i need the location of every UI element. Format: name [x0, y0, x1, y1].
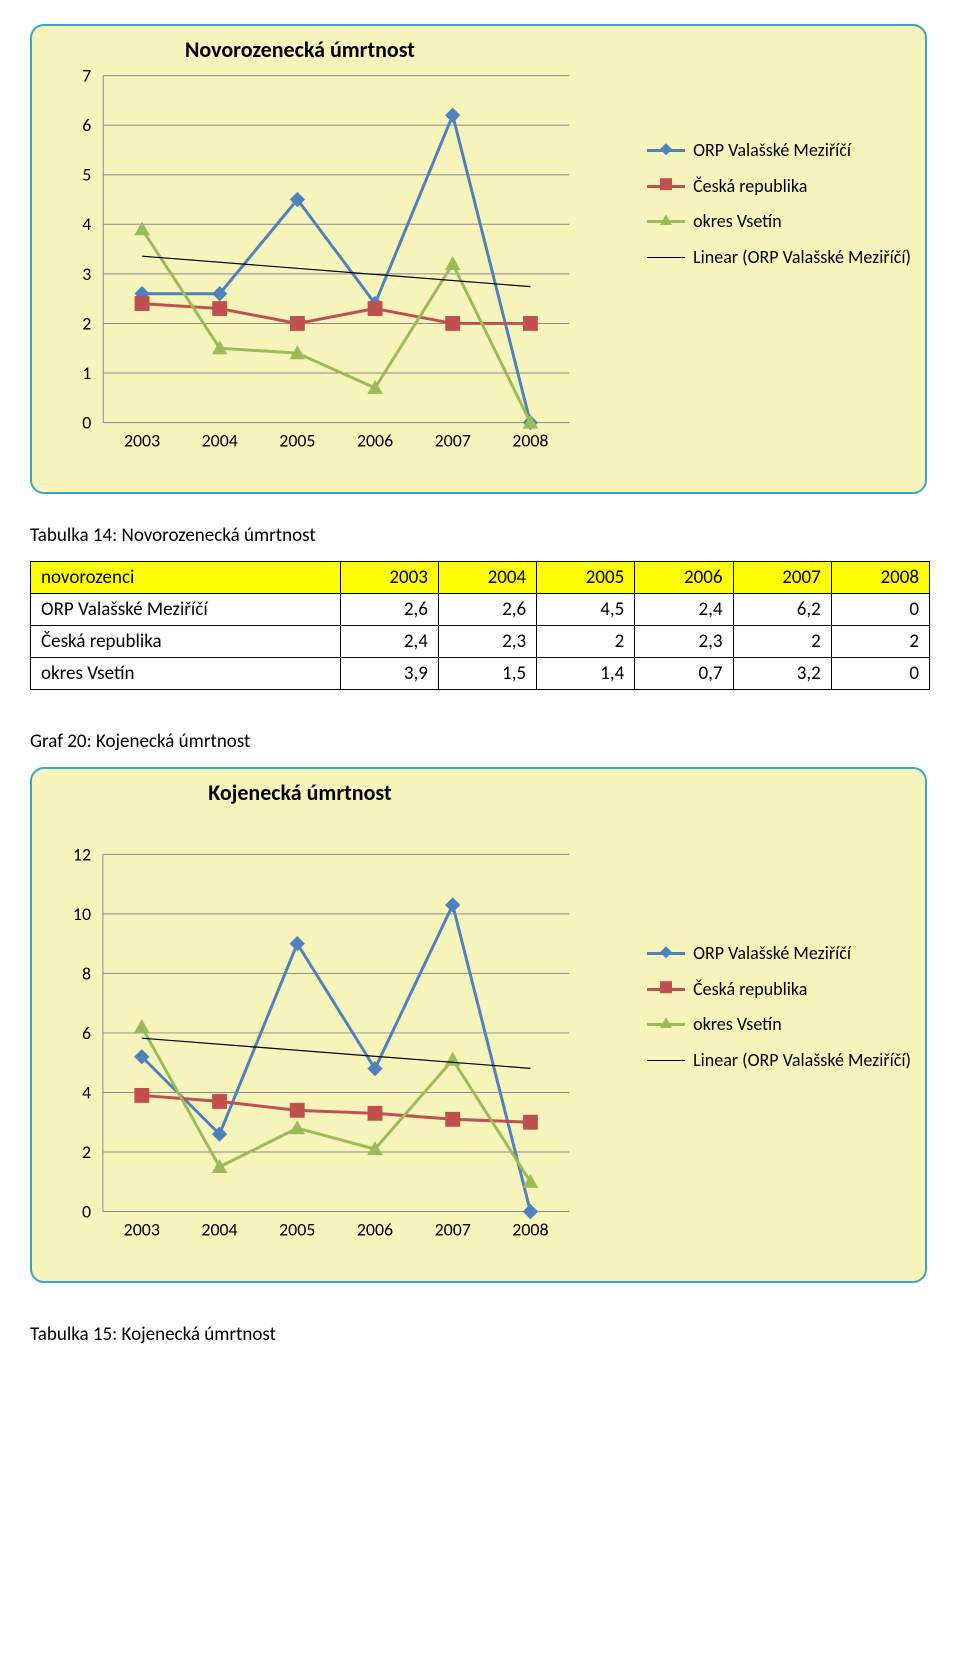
legend-label: okres Vsetín [693, 1014, 782, 1036]
legend-label: Linear (ORP Valašské Meziříčí) [693, 247, 911, 269]
table-row: okres Vsetín3,91,51,40,73,20 [31, 658, 930, 690]
svg-text:2007: 2007 [435, 1218, 471, 1240]
table-cell: okres Vsetín [31, 658, 341, 690]
table-cell: 4,5 [537, 594, 635, 626]
legend-item: okres Vsetín [647, 211, 911, 233]
legend-item: Česká republika [647, 979, 911, 1001]
svg-text:6: 6 [82, 1022, 91, 1044]
svg-text:2: 2 [82, 312, 91, 334]
svg-text:5: 5 [82, 164, 91, 186]
svg-text:2003: 2003 [124, 1218, 160, 1240]
svg-text:2005: 2005 [279, 1218, 315, 1240]
svg-text:0: 0 [82, 1200, 91, 1222]
svg-text:2003: 2003 [124, 429, 160, 451]
table-cell: 0,7 [635, 658, 733, 690]
table-header-cell: 2005 [537, 562, 635, 594]
table-cell: 1,5 [438, 658, 536, 690]
table-cell: 2,6 [340, 594, 438, 626]
table2-caption: Tabulka 15: Kojenecká úmrtnost [30, 1323, 930, 1346]
chart-novorozenecka: 0 1 2 3 4 5 6 7 2003 2004 2005 2006 2007 2008 Novoroz… [30, 24, 927, 494]
legend-item: Česká republika [647, 176, 911, 198]
table-row: ORP Valašské Meziříčí2,62,64,52,46,20 [31, 594, 930, 626]
table1-caption: Tabulka 14: Novorozenecká úmrtnost [30, 524, 930, 547]
legend-label: ORP Valašské Meziříčí [693, 140, 851, 162]
table-cell: 3,9 [340, 658, 438, 690]
table-cell: 1,4 [537, 658, 635, 690]
chart1-title: Novorozenecká úmrtnost [32, 36, 568, 63]
table-header-cell: novorozenci [31, 562, 341, 594]
table-cell: 2 [733, 626, 831, 658]
table-cell: 3,2 [733, 658, 831, 690]
table-cell: Česká republika [31, 626, 341, 658]
svg-text:10: 10 [73, 903, 91, 925]
svg-text:2004: 2004 [201, 1218, 237, 1240]
svg-text:1: 1 [82, 362, 91, 384]
svg-text:2: 2 [82, 1141, 91, 1163]
svg-text:2008: 2008 [512, 429, 548, 451]
graf20-caption: Graf 20: Kojenecká úmrtnost [30, 730, 930, 753]
legend-item: Linear (ORP Valašské Meziříčí) [647, 1050, 911, 1072]
legend-item: Linear (ORP Valašské Meziříčí) [647, 247, 911, 269]
table-cell: 2,3 [635, 626, 733, 658]
table-cell: 2,3 [438, 626, 536, 658]
table-cell: 2,4 [635, 594, 733, 626]
table-cell: ORP Valašské Meziříčí [31, 594, 341, 626]
table-cell: 2 [831, 626, 929, 658]
svg-text:12: 12 [73, 843, 91, 865]
legend-label: Linear (ORP Valašské Meziříčí) [693, 1050, 911, 1072]
legend-label: okres Vsetín [693, 211, 782, 233]
table-cell: 0 [831, 658, 929, 690]
svg-text:4: 4 [82, 213, 91, 235]
legend-label: ORP Valašské Meziříčí [693, 943, 851, 965]
svg-text:2005: 2005 [279, 429, 315, 451]
svg-text:2006: 2006 [357, 1218, 393, 1240]
table-cell: 2,4 [340, 626, 438, 658]
svg-text:2008: 2008 [512, 1218, 548, 1240]
svg-text:4: 4 [82, 1081, 91, 1103]
table-cell: 6,2 [733, 594, 831, 626]
svg-text:2007: 2007 [435, 429, 471, 451]
legend-item: ORP Valašské Meziříčí [647, 943, 911, 965]
legend-label: Česká republika [693, 176, 807, 198]
svg-text:7: 7 [82, 65, 91, 87]
table-header-cell: 2006 [635, 562, 733, 594]
chart2-legend: ORP Valašské Meziříčí Česká republika ok… [647, 929, 911, 1085]
table-cell: 0 [831, 594, 929, 626]
table-header-row: novorozenci200320042005200620072008 [31, 562, 930, 594]
table-header-cell: 2008 [831, 562, 929, 594]
table-header-cell: 2003 [340, 562, 438, 594]
chart-kojenecka: 0 2 4 6 8 10 12 2003 2004 2005 2006 2007 2008 Kojene… [30, 767, 927, 1283]
table-header-cell: 2007 [733, 562, 831, 594]
svg-text:0: 0 [82, 412, 91, 434]
chart1-legend: ORP Valašské Meziříčí Česká republika ok… [647, 126, 911, 282]
table-row: Česká republika2,42,322,322 [31, 626, 930, 658]
table-header-cell: 2004 [438, 562, 536, 594]
table-novorozenecka: novorozenci200320042005200620072008ORP V… [30, 561, 930, 690]
svg-text:8: 8 [82, 962, 91, 984]
table-cell: 2 [537, 626, 635, 658]
svg-text:6: 6 [82, 114, 91, 136]
svg-text:2004: 2004 [202, 429, 238, 451]
legend-label: Česká republika [693, 979, 807, 1001]
legend-item: okres Vsetín [647, 1014, 911, 1036]
table-cell: 2,6 [438, 594, 536, 626]
chart2-title: Kojenecká úmrtnost [32, 779, 568, 806]
legend-item: ORP Valašské Meziříčí [647, 140, 911, 162]
svg-text:2006: 2006 [357, 429, 393, 451]
svg-text:3: 3 [82, 263, 91, 285]
